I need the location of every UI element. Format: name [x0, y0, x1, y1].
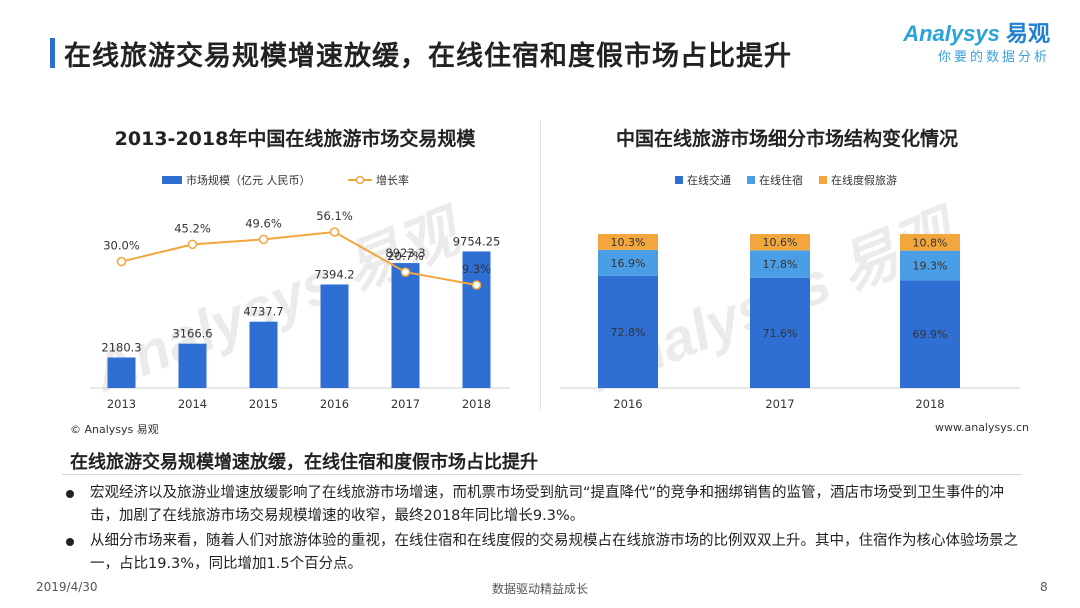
stacked-segment — [598, 234, 658, 250]
legend-label-segment: 在线度假旅游 — [831, 173, 897, 187]
x-tick-label: 2018 — [462, 397, 491, 411]
growth-rate-point — [329, 227, 340, 237]
x-tick-label: 2016 — [613, 397, 642, 411]
bar-value-label: 2180.3 — [101, 340, 141, 354]
growth-rate-label: 20.7% — [387, 249, 424, 263]
segment-value-label: 72.8% — [611, 326, 646, 339]
growth-rate-point — [187, 239, 198, 250]
summary-divider — [62, 474, 1022, 475]
stacked-segment — [900, 250, 960, 281]
source-website[interactable]: www.analysys.cn — [935, 421, 1029, 434]
stacked-segment — [598, 249, 658, 276]
chart1-title: 2013-2018年中国在线旅游市场交易规模 — [114, 128, 476, 150]
bullet-dot-icon — [66, 538, 74, 546]
summary-bullets: 宏观经济以及旅游业增速放缓影响了在线旅游市场增速，而机票市场受到航司“提直降代”… — [64, 482, 1024, 578]
brand-slogan: 你要的数据分析 — [937, 50, 1050, 65]
bar-market-size — [107, 357, 136, 388]
bar-value-label: 4737.7 — [243, 305, 283, 319]
bar-market-size — [249, 321, 278, 388]
bullet-text: 从细分市场来看，随着人们对旅游体验的重视，在线住宿和在线度假的交易规模占在线旅游… — [90, 533, 1018, 572]
brand-latin: Analysys — [903, 21, 1000, 46]
stacked-segment — [900, 280, 960, 388]
growth-rate-point — [400, 267, 411, 277]
bar-value-label: 3166.6 — [172, 327, 212, 341]
footer-date: 2019/4/30 — [36, 580, 98, 594]
x-tick-label: 2017 — [391, 397, 420, 411]
growth-rate-point — [258, 234, 269, 245]
bar-value-label: 8923.3 — [385, 246, 425, 260]
legend-label-segment: 在线住宿 — [759, 173, 803, 187]
legend-marker-line — [355, 175, 365, 185]
growth-rate-point — [471, 280, 482, 290]
stacked-segment — [900, 234, 960, 251]
bullet-dot-icon — [66, 490, 74, 498]
footer-slogan: 数据驱动精益成长 — [491, 582, 588, 596]
growth-rate-point — [116, 256, 127, 267]
legend-label-line: 增长率 — [376, 173, 409, 187]
x-tick-label: 2017 — [765, 397, 794, 411]
brand-cn: 易观 — [1005, 21, 1050, 46]
market-size-chart: 市场规模（亿元 人民币） 增长率 2180.3 2013 3166.6 2014 4737.… — [90, 173, 510, 411]
legend-swatch-bar — [162, 176, 182, 184]
segment-structure-chart: 在线交通 在线住宿 在线度假旅游 72.8% 16.9% 10.3% 2016 71.6% 17… — [560, 173, 1020, 411]
segment-value-label: 71.6% — [763, 327, 798, 340]
growth-rate-label: 30.0% — [103, 239, 140, 253]
page-title: 在线旅游交易规模增速放缓，在线住宿和度假市场占比提升 — [64, 41, 792, 72]
segment-value-label: 19.3% — [913, 259, 948, 272]
x-tick-label: 2018 — [915, 397, 944, 411]
growth-rate-label: 49.6% — [245, 216, 282, 230]
stacked-segment — [750, 277, 810, 388]
stacked-segment — [750, 250, 810, 278]
summary-bullet: 从细分市场来看，随着人们对旅游体验的重视，在线住宿和在线度假的交易规模占在线旅游… — [64, 530, 1024, 576]
title-accent-bar — [50, 38, 55, 68]
chart-divider — [540, 120, 541, 410]
bar-market-size — [462, 251, 491, 388]
segment-value-label: 16.9% — [611, 257, 646, 270]
segment-value-label: 17.8% — [763, 258, 798, 271]
x-tick-label: 2013 — [107, 397, 136, 411]
bar-value-label: 9754.25 — [453, 234, 501, 248]
stacked-segment — [750, 234, 810, 251]
bar-market-size — [391, 263, 420, 388]
bar-market-size — [178, 343, 207, 388]
chart2-title: 中国在线旅游市场细分市场结构变化情况 — [615, 128, 958, 150]
summary-bullet: 宏观经济以及旅游业增速放缓影响了在线旅游市场增速，而机票市场受到航司“提直降代”… — [64, 482, 1024, 528]
bar-market-size — [320, 284, 349, 388]
x-tick-label: 2014 — [178, 397, 207, 411]
growth-rate-label: 9.3% — [462, 262, 491, 276]
legend-swatch-segment — [819, 176, 827, 184]
growth-rate-line — [121, 230, 477, 286]
legend-swatch-segment — [675, 176, 683, 184]
bar-value-label: 7394.2 — [314, 267, 354, 281]
growth-rate-label: 45.2% — [174, 221, 211, 235]
segment-value-label: 10.3% — [611, 236, 646, 249]
legend-label-bar: 市场规模（亿元 人民币） — [186, 173, 311, 187]
segment-value-label: 10.6% — [763, 236, 798, 249]
stacked-segment — [598, 275, 658, 388]
brand-name: Analysys 易观 — [903, 16, 1050, 48]
legend-label-segment: 在线交通 — [687, 173, 731, 187]
summary-title: 在线旅游交易规模增速放缓，在线住宿和度假市场占比提升 — [70, 452, 538, 473]
brand-logo: Analysys 易观 你要的数据分析 — [903, 16, 1050, 65]
page-number: 8 — [1040, 580, 1048, 594]
growth-rate-label: 56.1% — [316, 209, 353, 223]
legend-swatch-segment — [747, 176, 755, 184]
source-copyright: © Analysys 易观 — [70, 423, 159, 436]
segment-value-label: 10.8% — [913, 236, 948, 249]
bullet-text: 宏观经济以及旅游业增速放缓影响了在线旅游市场增速，而机票市场受到航司“提直降代”… — [90, 485, 1005, 524]
x-tick-label: 2015 — [249, 397, 278, 411]
x-tick-label: 2016 — [320, 397, 349, 411]
segment-value-label: 69.9% — [913, 328, 948, 341]
